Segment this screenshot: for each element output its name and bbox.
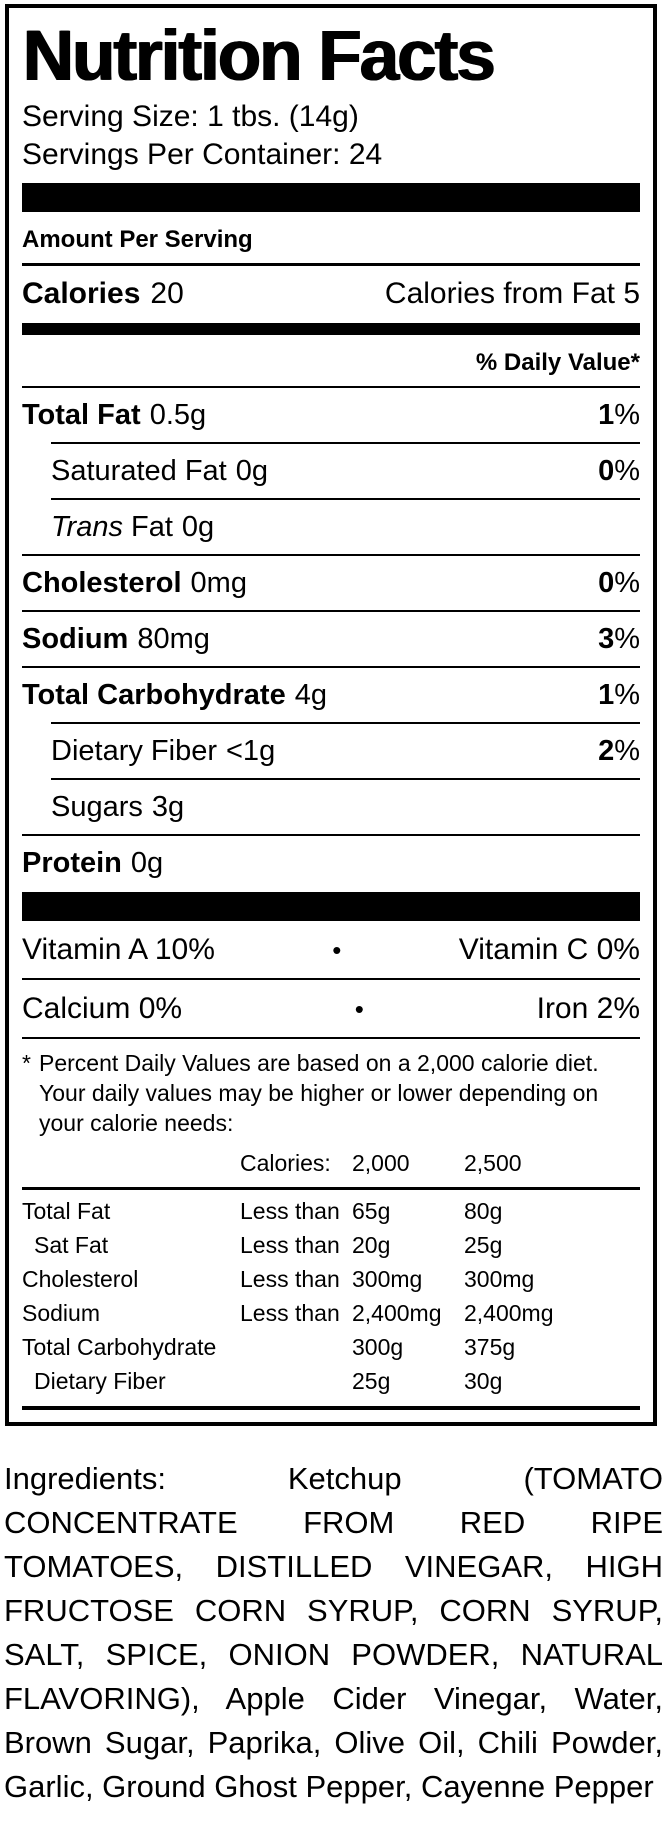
dv-row-name: Dietary Fiber [34,1367,166,1394]
calories-from-fat-value: 5 [623,276,640,310]
footnote-asterisk: * [22,1049,31,1076]
calories-row: Calories 20 Calories from Fat 5 [22,266,640,323]
daily-value-percent: 1% [598,678,640,711]
dv-row-2000: 2,400mg [352,1299,442,1326]
separator-bar-thick [22,182,640,212]
nutrition-facts-label: Nutrition Facts Serving Size: 1 tbs. (14… [5,4,657,1426]
nutrient-row-trans-fat: Trans Fat 0g [51,497,640,554]
bullet-separator: • [354,993,364,1024]
iron: Iron 2% [536,991,640,1025]
daily-values-table-header: Calories: 2,000 2,500 [22,1142,640,1190]
calcium: Calcium 0% [22,991,183,1025]
daily-value-header: % Daily Value* [22,335,640,388]
dv-table-calories-label: Calories: [240,1149,331,1176]
dv-row-2000: 20g [352,1231,391,1258]
nutrient-row-sodium: Sodium 80mg 3% [22,609,640,666]
dv-row-name: Sat Fat [34,1231,109,1258]
dv-row-2500: 25g [464,1231,503,1258]
daily-value-percent: 2% [598,734,640,767]
dv-row-qualifier: Less than [240,1299,340,1326]
daily-values-table-body: Total Fat Less than 65g 80g Sat Fat Less… [22,1190,640,1398]
daily-value-percent: 0% [598,566,640,599]
dv-table-2500-header: 2,500 [464,1149,522,1176]
dv-row-qualifier [240,1330,352,1364]
dv-row-2500: 2,400mg [464,1299,554,1326]
servings-per-container: Servings Per Container: 24 [22,137,383,171]
dv-row-2000: 25g [352,1367,391,1394]
bottom-rule [22,1405,640,1410]
dv-row-qualifier: Less than [240,1231,340,1258]
dv-row-2000: 65g [352,1197,391,1224]
dv-row-qualifier: Less than [240,1265,340,1292]
serving-size: Serving Size: 1 tbs. (14g) [22,99,359,133]
label-title: Nutrition Facts [22,17,495,96]
calories-value: 20 [150,276,184,310]
vitamin-row-calcium-iron: Calcium 0% • Iron 2% [22,980,640,1039]
nutrient-row-total-carbohydrate: Total Carbohydrate 4g 1% [22,665,640,722]
calories-label: Calories [22,276,141,310]
daily-value-percent: 0% [598,454,640,487]
dv-row-name: Total Carbohydrate [22,1333,217,1360]
amount-per-serving-label: Amount Per Serving [22,212,640,266]
vitamin-a: Vitamin A 10% [22,932,215,966]
nutrient-row-dietary-fiber: Dietary Fiber <1g 2% [51,721,640,778]
dv-row-2500: 80g [464,1197,503,1224]
nutrient-row-sugars: Sugars 3g [51,777,640,834]
dv-row-2500: 300mg [464,1265,535,1292]
dv-row-qualifier [240,1364,352,1398]
ingredients-text: Ingredients: Ketchup (TOMATO CONCENTRATE… [4,1460,663,1804]
dv-row-name: Total Fat [22,1197,111,1224]
dv-row-name: Cholesterol [22,1265,139,1292]
separator-bar-thick [22,891,640,921]
footnote: * Percent Daily Values are based on a 2,… [22,1039,640,1142]
calories-from-fat: Calories from Fat 5 [385,277,640,311]
dv-row-2500: 375g [464,1333,516,1360]
dv-row-2000: 300mg [352,1265,423,1292]
daily-values-table: Calories: 2,000 2,500 Total Fat Less tha… [22,1142,640,1410]
footnote-text: Percent Daily Values are based on a 2,00… [39,1049,599,1136]
bullet-separator: • [332,934,342,965]
daily-value-percent: 1% [598,398,640,431]
daily-value-percent: 3% [598,622,640,655]
dv-row-2500: 30g [464,1367,503,1394]
dv-row-qualifier: Less than [240,1197,340,1224]
nutrient-row-cholesterol: Cholesterol 0mg 0% [22,553,640,610]
vitamin-c: Vitamin C 0% [458,932,640,966]
calories-from-fat-label: Calories from Fat [384,276,615,310]
dv-table-2000-header: 2,000 [352,1149,410,1176]
vitamin-row-a-c: Vitamin A 10% • Vitamin C 0% [22,921,640,980]
separator-bar-medium [22,322,640,335]
dv-row-2000: 300g [352,1333,404,1360]
nutrient-row-total-fat: Total Fat 0.5g 1% [22,398,640,431]
nutrient-row-protein: Protein 0g [22,833,640,890]
nutrient-row-saturated-fat: Saturated Fat 0g 0% [51,441,640,498]
dv-row-name: Sodium [22,1299,100,1326]
